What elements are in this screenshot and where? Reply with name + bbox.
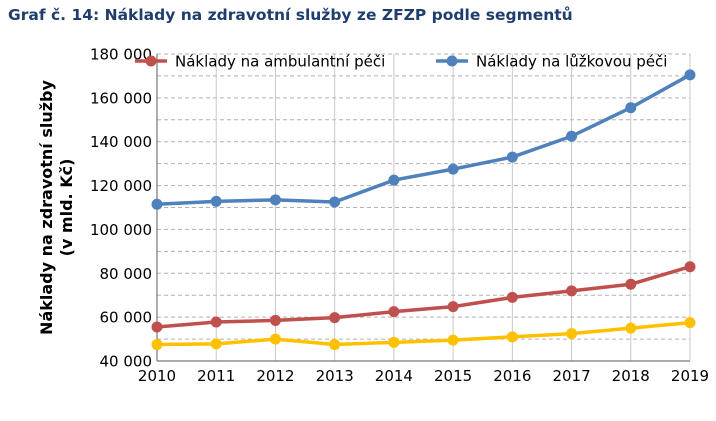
series-line-3 xyxy=(156,320,691,347)
data-point xyxy=(625,322,637,334)
data-point xyxy=(269,314,281,326)
x-tick-label: 2010 xyxy=(138,367,176,385)
data-point xyxy=(566,130,578,142)
x-tick-label: 2016 xyxy=(493,367,531,385)
y-axis-label: Náklady na zdravotní služby (v mld. Kč) xyxy=(37,79,76,334)
data-point xyxy=(151,198,163,210)
x-tick-labels: 2010 2011 2012 2013 2014 2015 2016 2017 2018 2019 xyxy=(138,367,709,385)
y-tick-labels: 40 000 60 000 80 000 100 000 120 000 140 000 1… xyxy=(90,46,152,371)
data-point xyxy=(269,333,281,345)
data-point xyxy=(210,195,222,207)
data-point xyxy=(684,69,696,81)
data-point xyxy=(269,194,281,206)
data-point xyxy=(506,291,518,303)
data-point xyxy=(329,196,341,208)
data-series xyxy=(151,69,696,351)
data-point xyxy=(151,339,163,351)
x-tick-label: 2015 xyxy=(434,367,472,385)
data-point xyxy=(684,261,696,273)
chart-title: Graf č. 14: Náklady na zdravotní služby … xyxy=(8,6,573,24)
y-axis-title-line: (v mld. Kč) xyxy=(57,159,76,257)
x-tick-label: 2018 xyxy=(612,367,650,385)
data-point xyxy=(625,278,637,290)
y-tick-label: 160 000 xyxy=(90,89,152,107)
grid-lines xyxy=(157,53,691,361)
y-tick-label: 40 000 xyxy=(100,353,153,371)
data-point xyxy=(566,285,578,297)
data-point xyxy=(447,301,459,313)
legend: Náklady na ambulantní péči Náklady na lůž… xyxy=(135,53,667,71)
y-tick-label: 80 000 xyxy=(100,265,153,283)
data-point xyxy=(329,312,341,324)
data-point xyxy=(151,321,163,333)
y-tick-label: 100 000 xyxy=(90,221,152,239)
series-line-2 xyxy=(156,73,691,206)
legend-label: Náklady na ambulantní péči xyxy=(175,53,385,71)
y-tick-label: 60 000 xyxy=(100,309,153,327)
data-point xyxy=(388,306,400,318)
legend-label: Náklady na lůžkovou péči xyxy=(476,53,667,71)
series-line-1 xyxy=(156,265,691,329)
data-point xyxy=(684,317,696,329)
x-tick-label: 2011 xyxy=(197,367,235,385)
data-point xyxy=(566,328,578,340)
data-point xyxy=(210,338,222,350)
y-tick-label: 140 000 xyxy=(90,133,152,151)
data-point xyxy=(210,316,222,328)
data-point xyxy=(388,336,400,348)
data-point xyxy=(447,163,459,175)
data-point xyxy=(506,331,518,343)
data-point xyxy=(329,339,341,351)
y-axis-title-line: Náklady na zdravotní služby xyxy=(37,79,56,334)
x-tick-label: 2014 xyxy=(375,367,413,385)
y-axis-title: Náklady na zdravotní služby (v mld. Kč) xyxy=(37,79,76,334)
x-tick-label: 2019 xyxy=(671,367,709,385)
x-tick-label: 2012 xyxy=(256,367,294,385)
data-point xyxy=(388,174,400,186)
y-tick-label: 120 000 xyxy=(90,177,152,195)
legend-swatch-marker xyxy=(446,55,458,67)
data-point xyxy=(506,151,518,163)
legend-swatch-marker xyxy=(145,55,157,67)
y-tick-label: 180 000 xyxy=(90,46,152,64)
x-tick-label: 2017 xyxy=(552,367,590,385)
data-point xyxy=(625,102,637,114)
x-tick-label: 2013 xyxy=(316,367,354,385)
data-point xyxy=(447,334,459,346)
